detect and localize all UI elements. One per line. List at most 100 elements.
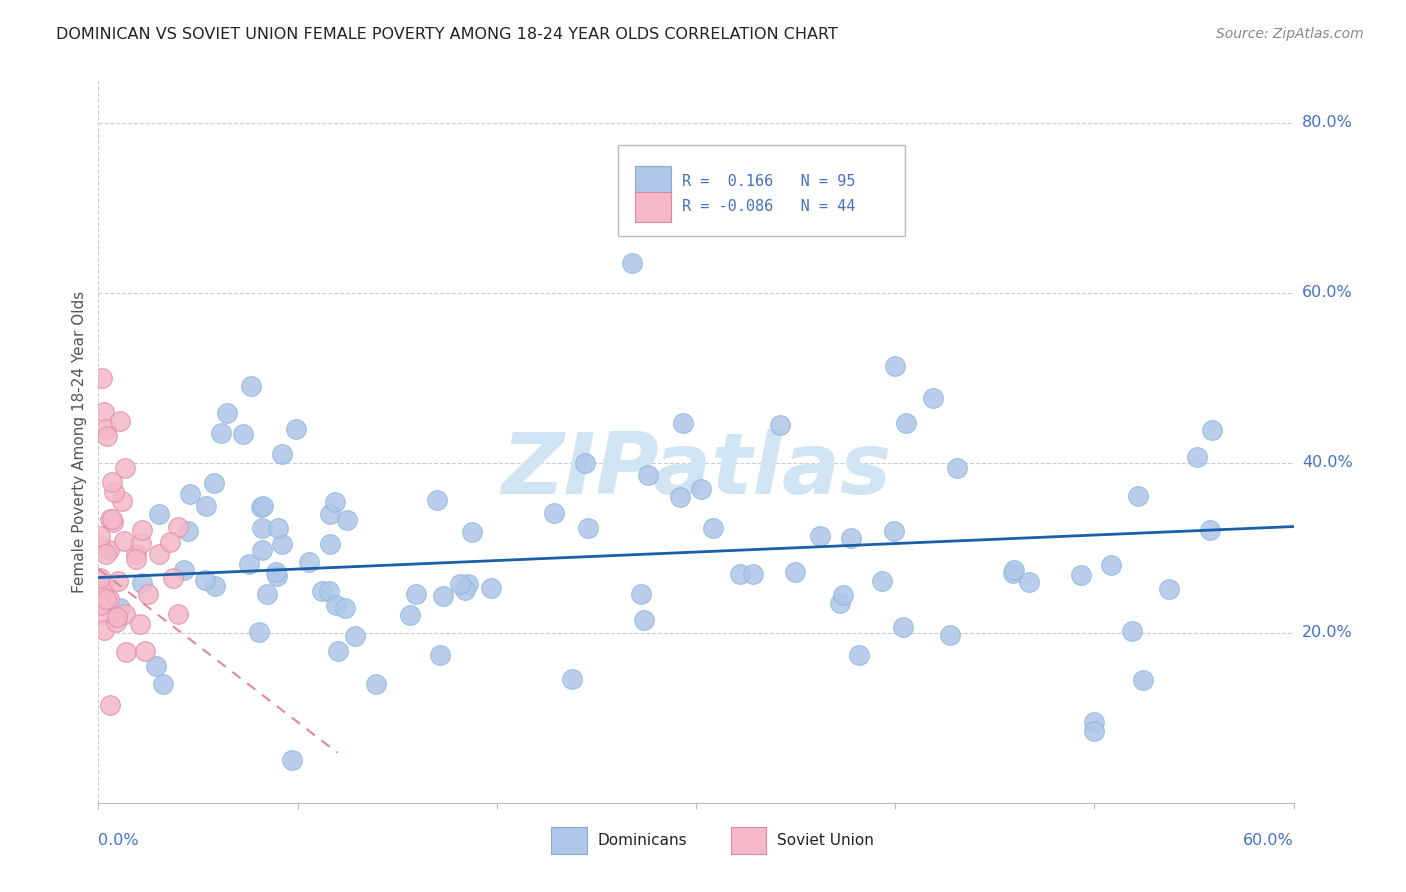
Point [93, 624, 115, 638]
Point [204, 579, 226, 593]
Point [1128, 489, 1150, 503]
Point [267, 521, 290, 535]
Point [238, 557, 260, 571]
Text: Source: ZipAtlas.com: Source: ZipAtlas.com [1216, 27, 1364, 41]
Point [250, 500, 273, 514]
Point [344, 629, 367, 643]
Point [741, 567, 763, 582]
Point [271, 447, 294, 461]
Point [271, 537, 294, 551]
Text: 40.0%: 40.0% [1302, 455, 1353, 470]
Point [173, 563, 195, 577]
Point [561, 672, 583, 686]
Point [630, 586, 652, 600]
Point [870, 574, 893, 589]
Point [326, 644, 349, 658]
Point [240, 379, 263, 393]
Point [333, 600, 356, 615]
Point [209, 426, 232, 441]
Point [112, 534, 135, 549]
Point [162, 571, 184, 585]
Point [323, 495, 346, 509]
Point [96, 429, 118, 443]
Point [166, 519, 188, 533]
Point [125, 552, 148, 566]
Point [669, 490, 692, 504]
Point [896, 416, 918, 430]
Point [194, 574, 217, 588]
Point [250, 543, 273, 558]
Point [166, 607, 188, 622]
Point [454, 582, 477, 597]
Point [103, 515, 125, 529]
Point [1121, 624, 1143, 638]
Point [96, 422, 118, 436]
Point [125, 547, 148, 561]
Point [945, 460, 967, 475]
Point [195, 499, 218, 513]
Point [115, 645, 138, 659]
Point [103, 485, 125, 500]
Point [108, 600, 131, 615]
Point [148, 547, 170, 561]
Point [702, 521, 724, 535]
Point [202, 476, 225, 491]
Point [91, 577, 114, 591]
Point [96, 591, 118, 606]
Point [429, 648, 451, 663]
Point [152, 677, 174, 691]
Point [318, 537, 340, 551]
Point [128, 616, 150, 631]
Point [136, 587, 159, 601]
Point [689, 482, 711, 496]
Point [114, 460, 136, 475]
Point [98, 592, 121, 607]
Point [107, 574, 129, 589]
Point [621, 256, 644, 270]
Point [574, 456, 596, 470]
Point [1185, 450, 1208, 464]
Point [1201, 424, 1223, 438]
Point [89, 571, 111, 585]
Point [461, 524, 484, 539]
Point [108, 414, 131, 428]
Point [247, 624, 270, 639]
Point [848, 648, 870, 662]
Point [93, 405, 115, 419]
Point [90, 581, 112, 595]
Point [318, 583, 340, 598]
Point [633, 613, 655, 627]
Text: DOMINICAN VS SOVIET UNION FEMALE POVERTY AMONG 18-24 YEAR OLDS CORRELATION CHART: DOMINICAN VS SOVIET UNION FEMALE POVERTY… [56, 27, 838, 42]
Point [457, 576, 479, 591]
Point [91, 371, 114, 385]
Point [399, 607, 422, 622]
Point [111, 493, 134, 508]
Point [94, 547, 117, 561]
Point [145, 658, 167, 673]
Point [921, 391, 943, 405]
Text: Soviet Union: Soviet Union [778, 833, 875, 848]
Point [449, 577, 471, 591]
Point [89, 588, 111, 602]
Point [543, 506, 565, 520]
Point [479, 581, 502, 595]
Text: 20.0%: 20.0% [1302, 625, 1353, 640]
Point [89, 538, 111, 552]
Point [576, 521, 599, 535]
FancyBboxPatch shape [619, 145, 905, 235]
Point [1001, 566, 1024, 581]
Point [264, 565, 287, 579]
Text: 0.0%: 0.0% [98, 833, 139, 848]
Text: 60.0%: 60.0% [1243, 833, 1294, 848]
Point [366, 677, 388, 691]
Point [432, 589, 454, 603]
Point [131, 523, 153, 537]
Text: ZIPatlas: ZIPatlas [501, 429, 891, 512]
Point [215, 406, 238, 420]
Point [131, 576, 153, 591]
Point [148, 508, 170, 522]
FancyBboxPatch shape [636, 166, 671, 196]
Point [179, 487, 201, 501]
Point [336, 513, 359, 527]
Point [1002, 563, 1025, 577]
